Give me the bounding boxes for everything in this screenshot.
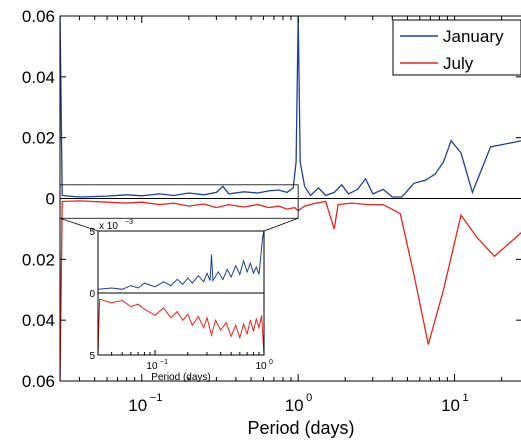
zoom-region-box — [59, 184, 299, 219]
series-line-january — [60, 16, 521, 198]
x-tick-label-exponent: 1 — [463, 392, 469, 404]
y-tick-label: 0.04 — [22, 311, 55, 330]
x-tick-label: 10 — [441, 396, 460, 415]
x-tick-label-exponent: 0 — [306, 392, 312, 404]
y-tick-label: 0 — [46, 190, 55, 209]
inset-x-tick-label: 10 — [146, 361, 158, 372]
series-line-july — [60, 200, 521, 381]
y-tick-label: 0.06 — [22, 7, 55, 26]
inset-x-tick-label: 10 — [255, 361, 267, 372]
legend: January July — [392, 19, 521, 76]
zoom-connector-left — [59, 217, 99, 232]
x-tick-label: 10 — [285, 396, 304, 415]
inset-x-axis-label: Period (days) — [151, 372, 210, 383]
inset-y-tick-label: 5 — [89, 351, 95, 362]
x-tick-label: 10 — [128, 396, 147, 415]
y-tick-label: 0.02 — [22, 129, 55, 148]
y-tick-label: 0.06 — [22, 372, 55, 391]
inset-x-tick-label-exponent: 0 — [269, 359, 273, 366]
inset-y-tick-label: 0 — [89, 289, 95, 300]
legend-label-july: July — [443, 54, 474, 73]
inset-series-line-january — [98, 231, 264, 290]
y-tick-label: 0.02 — [22, 250, 55, 269]
legend-box — [392, 19, 521, 76]
inset-series-line-july — [98, 298, 264, 355]
inset-x-tick-label-exponent: −1 — [160, 359, 168, 366]
inset-y-tick-label: 5 — [89, 227, 95, 238]
inset-y-multiplier-exponent: −3 — [125, 219, 133, 226]
y-tick-label: 0.04 — [22, 68, 55, 87]
legend-label-january: January — [443, 27, 504, 46]
x-tick-label-exponent: −1 — [150, 392, 163, 404]
zoom-connector-right — [263, 217, 299, 232]
x-axis-label: Period (days) — [247, 418, 354, 438]
inset-y-multiplier: x 10 — [99, 221, 118, 232]
